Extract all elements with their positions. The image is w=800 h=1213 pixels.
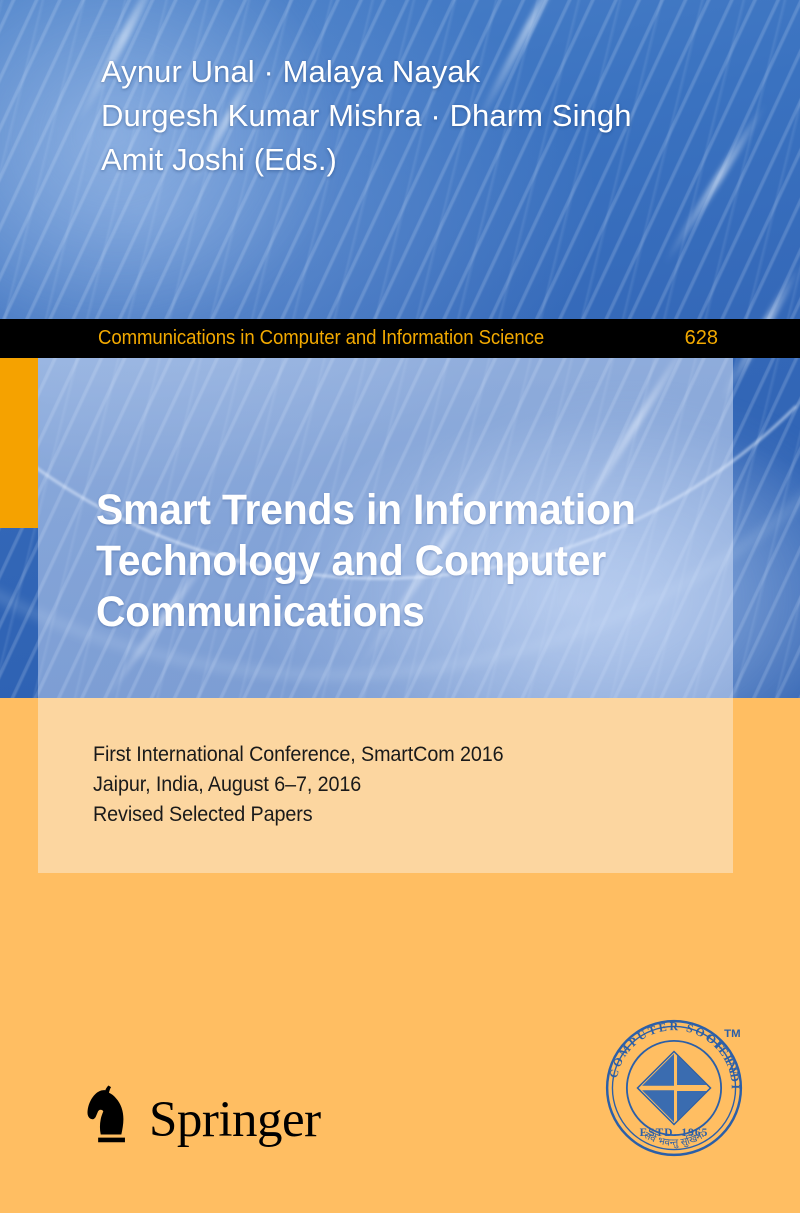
editors-line-2: Durgesh Kumar Mishra · Dharm Singh: [101, 98, 632, 133]
springer-logo: Springer: [84, 1084, 321, 1150]
csi-outer-ring: [605, 1019, 743, 1157]
page-title: Smart Trends in Information Technology a…: [96, 485, 736, 638]
springer-wordmark: Springer: [149, 1092, 321, 1148]
editors-line-3: Amit Joshi (Eds.): [101, 142, 337, 177]
editors-line-1: Aynur Unal · Malaya Nayak: [101, 54, 481, 89]
series-volume-number: 628: [684, 327, 718, 349]
title-line-3: Communications: [96, 588, 425, 636]
series-banner: Communications in Computer and Informati…: [0, 319, 800, 358]
computer-society-of-india-logo: COMPUTER SOCIETY OF INDIA TM ESTD. 1965 …: [598, 1012, 743, 1157]
orange-accent-tab: [0, 358, 38, 528]
csi-inner-ring-outer: [611, 1025, 737, 1151]
title-line-1: Smart Trends in Information: [96, 486, 636, 534]
subtitle-line-3: Revised Selected Papers: [93, 803, 313, 826]
subtitle-block: First International Conference, SmartCom…: [93, 740, 693, 830]
csi-trademark-text: TM: [724, 1028, 740, 1040]
subtitle-line-1: First International Conference, SmartCom…: [93, 743, 504, 766]
editors-block: Aynur Unal · Malaya Nayak Durgesh Kumar …: [101, 50, 751, 182]
knight-chess-piece-icon: [87, 1085, 125, 1143]
title-line-2: Technology and Computer: [96, 537, 607, 585]
series-title: Communications in Computer and Informati…: [98, 327, 545, 349]
title-overlay-panel: [38, 358, 733, 698]
subtitle-panel: [38, 698, 733, 873]
csi-diamond-emblem: [636, 1050, 712, 1126]
csi-established-text: ESTD. 1965: [640, 1127, 709, 1139]
subtitle-line-2: Jaipur, India, August 6–7, 2016: [93, 773, 362, 796]
csi-inner-ring: [625, 1039, 723, 1137]
